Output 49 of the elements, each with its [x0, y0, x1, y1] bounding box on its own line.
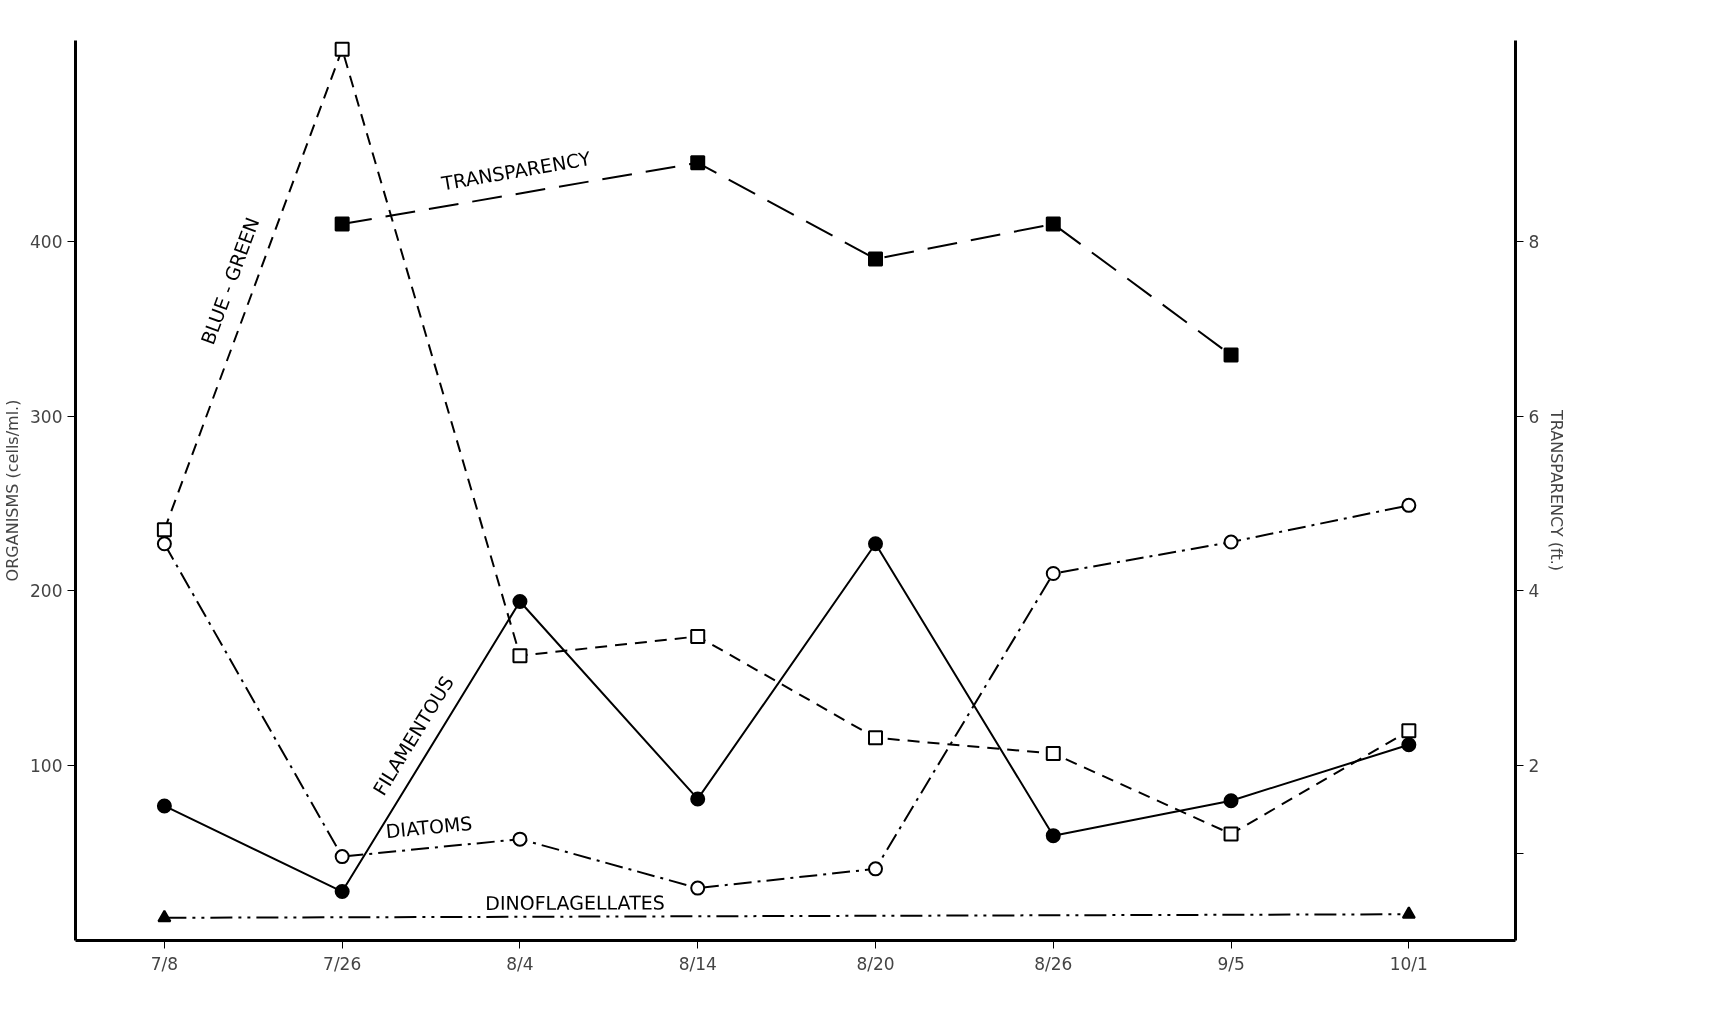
point	[156, 522, 172, 538]
x-tick-label: 7/8	[150, 953, 179, 974]
x-tick-label: 8/14	[678, 953, 717, 974]
y2-tick-label: 6	[1528, 406, 1540, 427]
y2-tick-label: 8	[1528, 231, 1540, 252]
point	[334, 884, 350, 900]
point	[690, 791, 706, 807]
y-tick-label: 300	[30, 406, 63, 427]
y-tick-label: 100	[30, 756, 63, 777]
point	[512, 593, 528, 609]
point	[868, 730, 883, 746]
point	[1045, 216, 1061, 232]
point	[690, 628, 706, 644]
point	[1045, 746, 1061, 762]
point	[1223, 534, 1239, 550]
point	[1223, 826, 1239, 842]
point	[334, 216, 350, 232]
point	[1045, 566, 1061, 581]
point	[868, 536, 883, 552]
point	[690, 880, 706, 896]
y2-tick-label: 4	[1528, 581, 1540, 602]
text: DIATOMS	[384, 811, 474, 843]
y-tick-label: 400	[30, 231, 63, 252]
point	[690, 155, 706, 171]
point	[1401, 737, 1417, 753]
point	[1223, 793, 1239, 809]
y-tick-label: 200	[30, 581, 63, 602]
series-label: DINOFLAGELLATES	[485, 891, 665, 914]
point	[868, 251, 883, 267]
point	[156, 536, 172, 552]
point	[868, 861, 883, 877]
point	[1401, 723, 1417, 739]
x-tick-label: 7/26	[323, 953, 362, 974]
point	[1401, 497, 1417, 513]
point	[334, 849, 350, 865]
point	[1223, 347, 1239, 363]
y-axis-title: ORGANISMS (cells/ml.)	[3, 399, 23, 582]
point	[1045, 828, 1061, 844]
x-tick-label: 10/1	[1389, 953, 1428, 974]
y2-axis-title: TRANSPARENCY (ft.)	[1547, 408, 1567, 572]
x-tick-label: 8/4	[506, 953, 534, 974]
point	[512, 648, 528, 664]
point	[334, 41, 350, 57]
y2-tick-label: 2	[1528, 756, 1540, 777]
point	[156, 798, 172, 814]
x-tick-label: 9/5	[1217, 953, 1245, 974]
x-tick-label: 8/26	[1034, 953, 1073, 974]
point	[512, 831, 528, 847]
x-tick-label: 8/20	[856, 953, 895, 974]
